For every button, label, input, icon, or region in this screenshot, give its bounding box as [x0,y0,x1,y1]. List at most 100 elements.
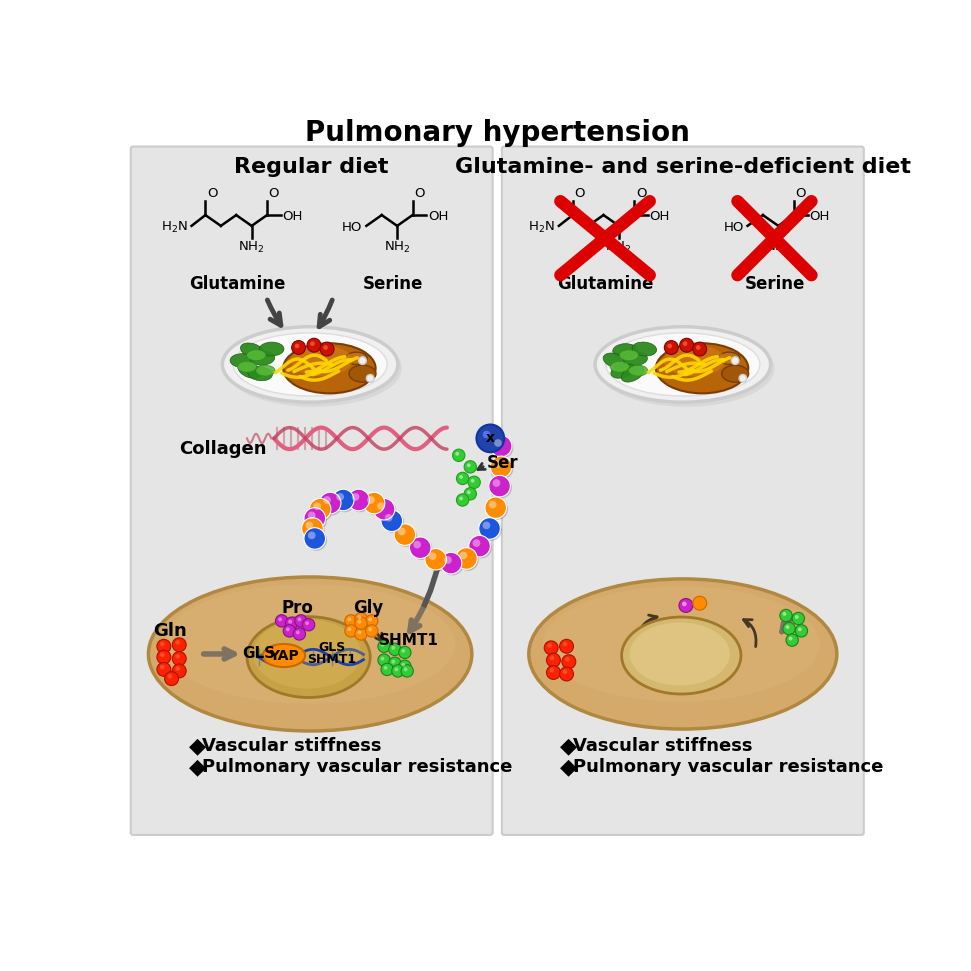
Text: ◆: ◆ [560,736,578,756]
Circle shape [693,342,707,356]
Circle shape [320,342,334,356]
Text: ◆: ◆ [189,736,206,756]
Text: YAP: YAP [269,649,299,662]
Circle shape [473,539,481,547]
Ellipse shape [611,363,635,379]
Circle shape [404,667,408,671]
Circle shape [157,639,171,653]
Circle shape [366,624,378,637]
Ellipse shape [240,344,265,357]
Circle shape [391,659,395,663]
Ellipse shape [230,353,254,368]
Ellipse shape [251,352,275,365]
Circle shape [459,475,463,479]
Circle shape [295,344,299,349]
Circle shape [481,519,502,541]
Circle shape [306,521,314,529]
Text: OH: OH [428,210,449,223]
Circle shape [693,596,707,610]
Ellipse shape [610,361,629,372]
Circle shape [479,518,500,539]
Circle shape [304,527,325,550]
Circle shape [160,642,165,647]
Circle shape [459,496,463,500]
Ellipse shape [597,330,775,407]
Circle shape [304,508,325,529]
Circle shape [399,660,411,673]
Circle shape [395,525,418,547]
Ellipse shape [621,617,741,694]
Circle shape [664,341,678,354]
Ellipse shape [259,342,284,356]
Circle shape [321,494,343,516]
Ellipse shape [346,352,367,364]
Circle shape [394,523,416,546]
Circle shape [176,640,180,645]
Ellipse shape [349,365,376,383]
Circle shape [348,618,352,621]
Circle shape [494,460,502,468]
Circle shape [739,375,747,383]
Circle shape [354,617,367,629]
Circle shape [679,598,693,613]
Text: Serine: Serine [363,276,423,293]
Circle shape [378,654,390,666]
Circle shape [544,641,558,654]
Ellipse shape [613,344,637,357]
Circle shape [348,627,352,631]
Circle shape [563,642,567,647]
Circle shape [559,667,574,681]
Text: Pulmonary vascular resistance: Pulmonary vascular resistance [574,758,884,776]
FancyBboxPatch shape [502,147,864,835]
Circle shape [683,342,687,346]
Circle shape [469,535,490,557]
Text: Pulmonary vascular resistance: Pulmonary vascular resistance [202,758,513,776]
Ellipse shape [595,326,771,402]
Circle shape [354,628,367,640]
Ellipse shape [622,352,648,365]
Circle shape [477,424,504,452]
Circle shape [425,549,447,570]
Circle shape [391,646,395,650]
Circle shape [731,356,739,364]
Circle shape [310,342,315,346]
Ellipse shape [619,350,639,360]
Circle shape [485,497,507,519]
Circle shape [354,613,367,624]
Circle shape [285,617,298,629]
Circle shape [172,638,186,652]
Circle shape [367,496,375,504]
Circle shape [276,615,287,627]
Ellipse shape [655,344,749,393]
Circle shape [411,539,432,560]
Circle shape [792,613,805,624]
Circle shape [559,639,574,653]
Circle shape [464,487,477,500]
Text: Regular diet: Regular diet [234,157,389,178]
Ellipse shape [632,342,656,356]
Circle shape [401,663,405,667]
Text: O: O [574,186,585,200]
Ellipse shape [238,363,262,379]
Circle shape [334,490,355,513]
Circle shape [388,643,401,655]
Circle shape [429,552,436,560]
Circle shape [303,519,324,541]
Ellipse shape [629,622,730,686]
Circle shape [470,537,492,558]
Text: Collagen: Collagen [180,440,267,458]
Circle shape [381,656,385,660]
Circle shape [366,615,378,627]
Text: Vascular stiffness: Vascular stiffness [202,737,382,755]
Circle shape [278,618,282,621]
Circle shape [378,640,390,653]
Circle shape [562,654,576,669]
Circle shape [798,627,802,631]
Ellipse shape [603,353,627,368]
Circle shape [550,668,554,673]
Circle shape [357,630,361,634]
Ellipse shape [247,617,370,697]
Circle shape [488,501,496,509]
Text: $\mathregular{H_2N}$: $\mathregular{H_2N}$ [528,219,555,235]
Circle shape [366,375,374,383]
